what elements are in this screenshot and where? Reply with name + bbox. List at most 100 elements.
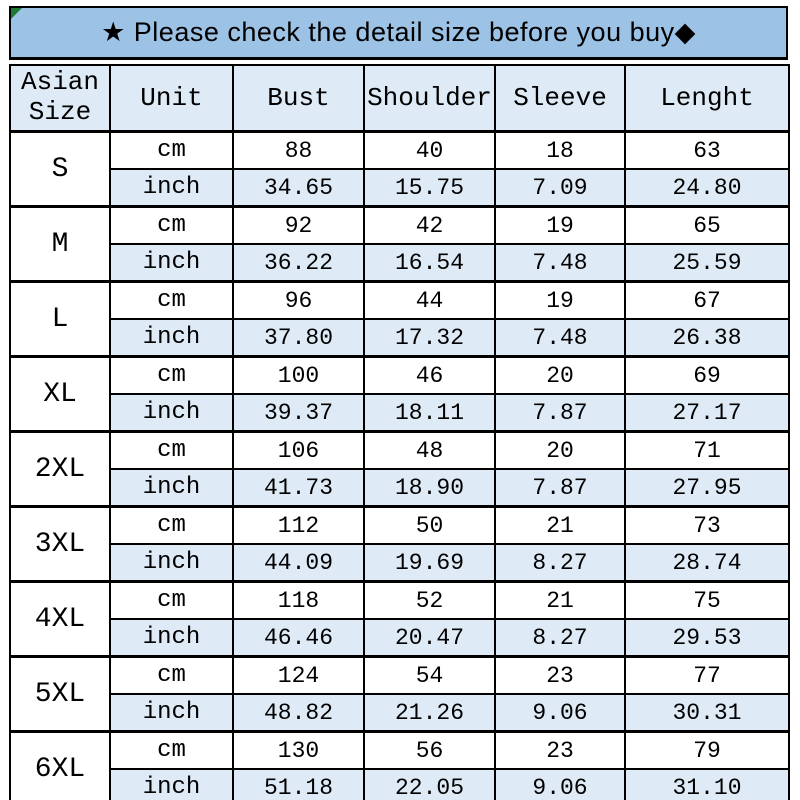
- unit-cell: inch: [109, 693, 234, 733]
- value-cell: 130: [232, 730, 365, 770]
- value-cell: 112: [232, 505, 365, 545]
- value-cell: 92: [232, 205, 365, 245]
- value-cell: 77: [624, 655, 790, 695]
- value-cell: 7.87: [494, 393, 626, 433]
- value-cell: 73: [624, 505, 790, 545]
- value-cell: 15.75: [363, 168, 496, 208]
- value-cell: 118: [232, 580, 365, 620]
- column-header-sleeve: Sleeve: [494, 64, 626, 133]
- size-label: S: [9, 130, 111, 208]
- value-cell: 106: [232, 430, 365, 470]
- value-cell: 71: [624, 430, 790, 470]
- value-cell: 27.95: [624, 468, 790, 508]
- value-cell: 42: [363, 205, 496, 245]
- value-cell: 96: [232, 280, 365, 320]
- unit-cell: inch: [109, 318, 234, 358]
- value-cell: 21.26: [363, 693, 496, 733]
- value-cell: 7.48: [494, 318, 626, 358]
- size-label: 5XL: [9, 655, 111, 733]
- unit-cell: inch: [109, 768, 234, 800]
- value-cell: 19: [494, 280, 626, 320]
- value-cell: 40: [363, 130, 496, 170]
- cm-row: 2XL cm 106 48 20 71: [9, 430, 790, 508]
- unit-cell: inch: [109, 168, 234, 208]
- size-label: XL: [9, 355, 111, 433]
- value-cell: 7.87: [494, 468, 626, 508]
- value-cell: 75: [624, 580, 790, 620]
- unit-cell: cm: [109, 730, 234, 770]
- column-header-bust: Bust: [232, 64, 365, 133]
- value-cell: 19: [494, 205, 626, 245]
- notice-banner-text: ★ Please check the detail size before yo…: [101, 17, 696, 47]
- size-label: M: [9, 205, 111, 283]
- inch-row: inch 34.65 15.75 7.09 24.80: [10, 168, 790, 208]
- value-cell: 8.27: [494, 618, 626, 658]
- value-cell: 52: [363, 580, 496, 620]
- value-cell: 20: [494, 430, 626, 470]
- unit-cell: cm: [109, 355, 234, 395]
- value-cell: 34.65: [232, 168, 365, 208]
- unit-cell: inch: [109, 618, 234, 658]
- value-cell: 54: [363, 655, 496, 695]
- value-cell: 20: [494, 355, 626, 395]
- value-cell: 8.27: [494, 543, 626, 583]
- value-cell: 27.17: [624, 393, 790, 433]
- column-header-length: Lenght: [624, 64, 790, 133]
- value-cell: 20.47: [363, 618, 496, 658]
- size-label: 6XL: [9, 730, 111, 800]
- size-label: L: [9, 280, 111, 358]
- value-cell: 9.06: [494, 693, 626, 733]
- unit-cell: inch: [109, 468, 234, 508]
- value-cell: 46.46: [232, 618, 365, 658]
- value-cell: 79: [624, 730, 790, 770]
- inch-row: inch 51.18 22.05 9.06 31.10: [10, 768, 790, 800]
- value-cell: 7.09: [494, 168, 626, 208]
- value-cell: 23: [494, 655, 626, 695]
- cm-row: XL cm 100 46 20 69: [9, 355, 790, 433]
- value-cell: 9.06: [494, 768, 626, 800]
- size-label: 2XL: [9, 430, 111, 508]
- value-cell: 23: [494, 730, 626, 770]
- unit-cell: cm: [109, 505, 234, 545]
- unit-cell: cm: [109, 205, 234, 245]
- unit-cell: cm: [109, 655, 234, 695]
- value-cell: 7.48: [494, 243, 626, 283]
- value-cell: 21: [494, 580, 626, 620]
- value-cell: 48: [363, 430, 496, 470]
- value-cell: 22.05: [363, 768, 496, 800]
- value-cell: 88: [232, 130, 365, 170]
- inch-row: inch 36.22 16.54 7.48 25.59: [10, 243, 790, 283]
- value-cell: 39.37: [232, 393, 365, 433]
- value-cell: 44: [363, 280, 496, 320]
- value-cell: 21: [494, 505, 626, 545]
- inch-row: inch 37.80 17.32 7.48 26.38: [10, 318, 790, 358]
- value-cell: 63: [624, 130, 790, 170]
- value-cell: 65: [624, 205, 790, 245]
- value-cell: 37.80: [232, 318, 365, 358]
- value-cell: 17.32: [363, 318, 496, 358]
- unit-cell: inch: [109, 393, 234, 433]
- value-cell: 31.10: [624, 768, 790, 800]
- cell-corner-triangle-icon: [11, 8, 22, 19]
- size-chart-table: Asian Size Unit Bust Shoulder Sleeve Len…: [9, 64, 790, 800]
- unit-cell: cm: [109, 130, 234, 170]
- value-cell: 18.90: [363, 468, 496, 508]
- notice-banner: ★ Please check the detail size before yo…: [9, 6, 788, 60]
- cm-row: 3XL cm 112 50 21 73: [9, 505, 790, 583]
- column-header-shoulder: Shoulder: [363, 64, 496, 133]
- inch-row: inch 41.73 18.90 7.87 27.95: [10, 468, 790, 508]
- value-cell: 30.31: [624, 693, 790, 733]
- size-label: 4XL: [9, 580, 111, 658]
- value-cell: 50: [363, 505, 496, 545]
- header-row: Asian Size Unit Bust Shoulder Sleeve Len…: [9, 64, 790, 133]
- cm-row: 6XL cm 130 56 23 79: [9, 730, 790, 800]
- value-cell: 29.53: [624, 618, 790, 658]
- value-cell: 51.18: [232, 768, 365, 800]
- value-cell: 24.80: [624, 168, 790, 208]
- value-cell: 44.09: [232, 543, 365, 583]
- value-cell: 56: [363, 730, 496, 770]
